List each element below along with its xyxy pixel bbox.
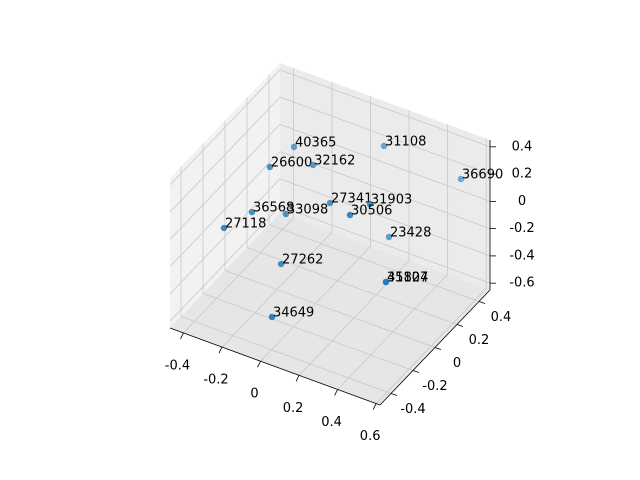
point xyxy=(346,211,354,219)
axis-line xyxy=(379,289,491,406)
point xyxy=(266,163,274,171)
point xyxy=(277,260,285,268)
point-label: 27262 xyxy=(282,253,323,268)
point-label: 26600 xyxy=(271,155,312,170)
x-tick-label: 0.4 xyxy=(321,415,342,430)
grid-line xyxy=(169,124,281,240)
z-tick-label: 0 xyxy=(518,194,526,209)
z-tick-label: -0.6 xyxy=(509,276,534,291)
y-tick xyxy=(478,301,486,304)
point-label: 27341 xyxy=(331,192,372,207)
grid-line xyxy=(246,247,458,325)
point-label: 41824 xyxy=(387,270,428,285)
y-tick-label: 0.2 xyxy=(469,333,490,348)
point xyxy=(248,208,256,216)
z-tick-label: -0.4 xyxy=(509,248,534,263)
y-tick xyxy=(412,370,420,373)
point xyxy=(309,161,317,169)
z-tick-label: 0.2 xyxy=(512,167,533,182)
grid-line xyxy=(202,293,414,371)
grid-line xyxy=(169,178,281,295)
x-tick-label: 0.6 xyxy=(360,429,381,444)
z-tick-label: -0.2 xyxy=(509,221,534,236)
point-label: 31108 xyxy=(385,134,426,149)
y-tick-label: -0.2 xyxy=(422,379,447,394)
point-label: 33098 xyxy=(287,203,328,218)
point xyxy=(382,278,390,286)
point xyxy=(268,313,276,321)
point xyxy=(385,233,393,241)
x-tick-label: 0.2 xyxy=(283,401,304,416)
grid-line xyxy=(279,178,491,257)
x-tick xyxy=(218,346,223,354)
x-tick xyxy=(180,332,184,340)
point xyxy=(220,224,228,232)
z-tick-label: 0.4 xyxy=(512,139,533,154)
point-label: 36690 xyxy=(462,167,503,182)
point xyxy=(282,210,290,218)
point-label: 32162 xyxy=(314,153,355,168)
point xyxy=(326,199,334,207)
point-label: 31903 xyxy=(371,193,412,208)
grid-line xyxy=(279,123,491,202)
point xyxy=(290,143,298,151)
x-tick xyxy=(334,389,338,396)
y-tick xyxy=(434,347,442,350)
grid-line xyxy=(169,151,281,267)
point-label: 27118 xyxy=(225,216,266,231)
x-tick-label: -0.4 xyxy=(165,358,190,373)
point-label: 34649 xyxy=(273,305,314,320)
y-tick xyxy=(390,393,398,396)
grid-line xyxy=(279,69,491,148)
x-tick xyxy=(372,403,377,410)
y-tick-label: 0 xyxy=(453,356,461,371)
grid-line xyxy=(169,96,281,213)
axis-line xyxy=(169,327,381,406)
grid-line xyxy=(180,316,392,394)
pane-back xyxy=(280,63,490,290)
point-label: 30506 xyxy=(351,203,392,218)
point-label: 23428 xyxy=(390,225,431,240)
grid-line xyxy=(169,205,281,322)
grid-line xyxy=(224,270,436,348)
x-tick-label: 0 xyxy=(250,387,258,402)
y-tick-label: -0.4 xyxy=(400,402,425,417)
x-tick-label: -0.2 xyxy=(203,373,228,388)
grid-line xyxy=(279,96,491,175)
point xyxy=(457,175,465,183)
grid-line xyxy=(268,224,480,302)
point xyxy=(366,200,374,208)
point xyxy=(380,142,388,150)
x-tick xyxy=(257,361,261,368)
y-tick-label: 0.4 xyxy=(491,310,512,325)
point-label: 40365 xyxy=(295,135,336,150)
y-tick xyxy=(456,324,464,327)
point-label: 35107 xyxy=(387,271,428,286)
grid-line xyxy=(169,69,281,186)
x-tick xyxy=(295,375,300,382)
grid-line xyxy=(279,205,491,284)
